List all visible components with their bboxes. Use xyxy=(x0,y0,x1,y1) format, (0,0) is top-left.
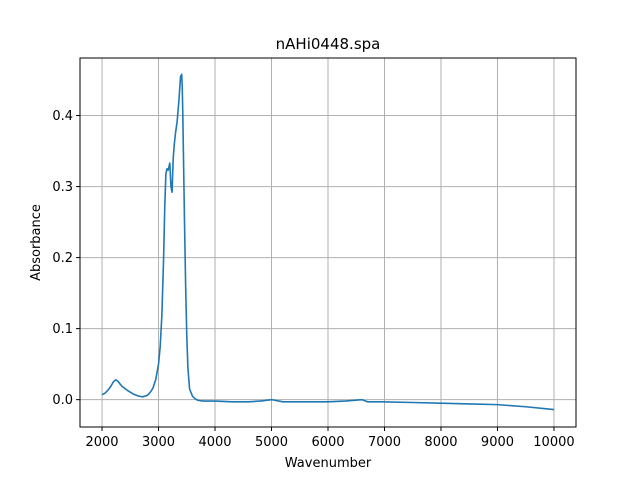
x-tick-label: 7000 xyxy=(368,435,401,450)
y-tick-label: 0.3 xyxy=(52,180,73,195)
y-tick-label: 0.4 xyxy=(52,109,73,124)
y-tick-label: 0.2 xyxy=(52,251,73,266)
x-tick-label: 4000 xyxy=(198,435,231,450)
y-tick-label: 0.1 xyxy=(52,322,73,337)
y-axis-label: Absorbance xyxy=(29,204,44,281)
x-tick-label: 3000 xyxy=(142,435,175,450)
x-tick-label: 6000 xyxy=(311,435,344,450)
series-layer xyxy=(101,73,555,411)
x-axis-label: Wavenumber xyxy=(285,456,372,471)
x-tick-label: 10000 xyxy=(533,435,574,450)
x-tick-label: 8000 xyxy=(424,435,457,450)
y-tick-label: 0.0 xyxy=(52,393,73,408)
x-tick-label: 2000 xyxy=(85,435,118,450)
x-tick-label: 5000 xyxy=(255,435,288,450)
y-axis: 0.0 0.1 0.2 0.3 0.4 xyxy=(52,109,80,408)
chart-title: nAHi0448.spa xyxy=(276,35,381,53)
grid xyxy=(80,58,576,427)
absorbance-series-line xyxy=(101,73,555,411)
x-tick-label: 9000 xyxy=(481,435,514,450)
x-axis: 2000 3000 4000 5000 6000 7000 8000 9000 10000 xyxy=(85,427,575,450)
